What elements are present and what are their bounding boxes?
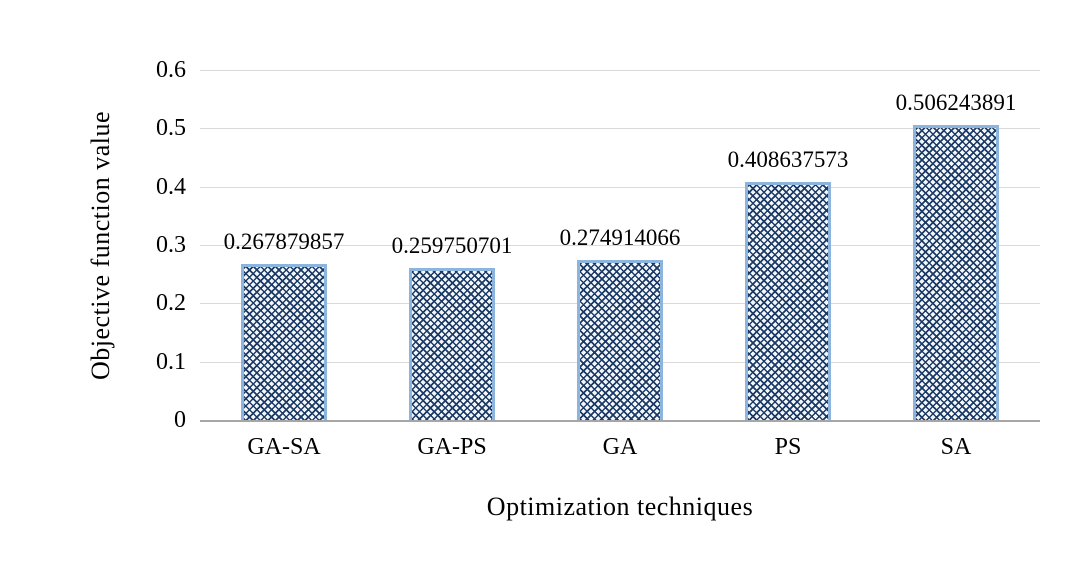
bar — [241, 263, 327, 420]
gridline — [200, 128, 1040, 130]
gridline — [200, 245, 1040, 246]
bar-value-label: 0.267879857 — [223, 228, 345, 254]
y-tick-label: 0.1 — [156, 348, 186, 375]
bar — [409, 268, 495, 420]
y-tick-label: 0.6 — [156, 57, 186, 83]
bar-value-label: 0.274914066 — [559, 224, 681, 250]
category-label: PS — [774, 434, 802, 460]
bar-value-label: 0.506243891 — [895, 89, 1017, 115]
gridline — [200, 186, 1040, 188]
category-label: SA — [940, 434, 972, 460]
bar — [577, 259, 663, 420]
y-tick-label: 0.2 — [156, 290, 186, 317]
x-axis-category-labels: GA-SA GA-PS GA PS SA — [200, 434, 1040, 461]
category-label: GA-SA — [247, 434, 321, 460]
y-tick-label: 0.4 — [156, 173, 186, 200]
y-tick-label: 0.5 — [156, 115, 186, 142]
bar — [745, 181, 831, 420]
bar-value-label: 0.259750701 — [391, 233, 513, 259]
plot-area: 0.267879857 0.259750701 0.274914066 0.40863… — [200, 70, 1040, 422]
category-label: GA — [602, 434, 638, 460]
y-tick-label: 0.3 — [156, 232, 186, 258]
y-tick-label: 0 — [174, 407, 186, 433]
bar — [913, 124, 999, 420]
bar-value-label: 0.408637573 — [727, 146, 849, 172]
x-axis-title: Optimization techniques — [486, 492, 754, 521]
category-label: GA-PS — [417, 434, 487, 460]
gridline — [200, 70, 1040, 71]
